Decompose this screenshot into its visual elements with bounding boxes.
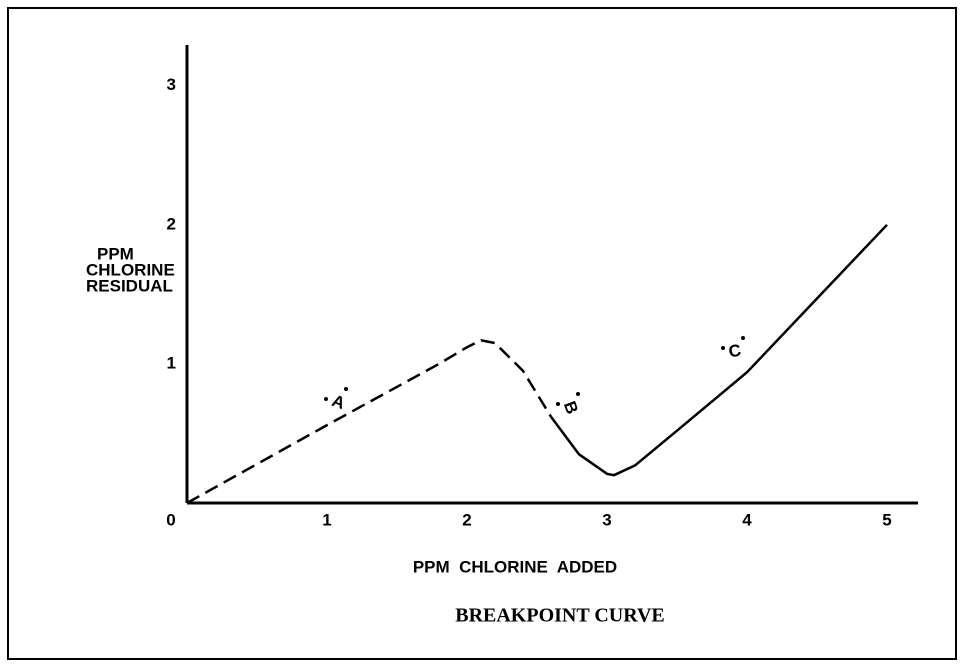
y-axis-label: PPM [97, 244, 134, 263]
y-tick-label: 3 [167, 75, 176, 94]
y-tick-label: 1 [167, 353, 176, 372]
chart-title: BREAKPOINT CURVE [455, 605, 665, 627]
annotation-dot [741, 336, 745, 340]
annotation-dot [324, 397, 328, 401]
annotation-dot [556, 402, 560, 406]
x-tick-label: 1 [322, 510, 331, 529]
curve [549, 223, 888, 477]
y-axis-label: CHLORINE [86, 260, 175, 279]
annotation: A [329, 391, 347, 413]
x-tick-label: 3 [602, 510, 611, 529]
y-axis-label: RESIDUAL [86, 276, 173, 295]
annotation-dot [344, 387, 348, 391]
annotation: C [727, 341, 742, 362]
annotation-dot [721, 346, 725, 350]
x-tick-label: 4 [742, 510, 752, 529]
curve [186, 338, 553, 505]
frame [7, 7, 957, 660]
x-axis-label: PPM CHLORINE ADDED [413, 557, 617, 576]
x-tick-label: 2 [462, 510, 471, 529]
x-tick-label: 0 [166, 510, 175, 529]
annotation: B [560, 399, 582, 417]
x-tick-label: 5 [882, 510, 891, 529]
annotation-dot [576, 392, 580, 396]
y-tick-label: 2 [167, 214, 176, 233]
